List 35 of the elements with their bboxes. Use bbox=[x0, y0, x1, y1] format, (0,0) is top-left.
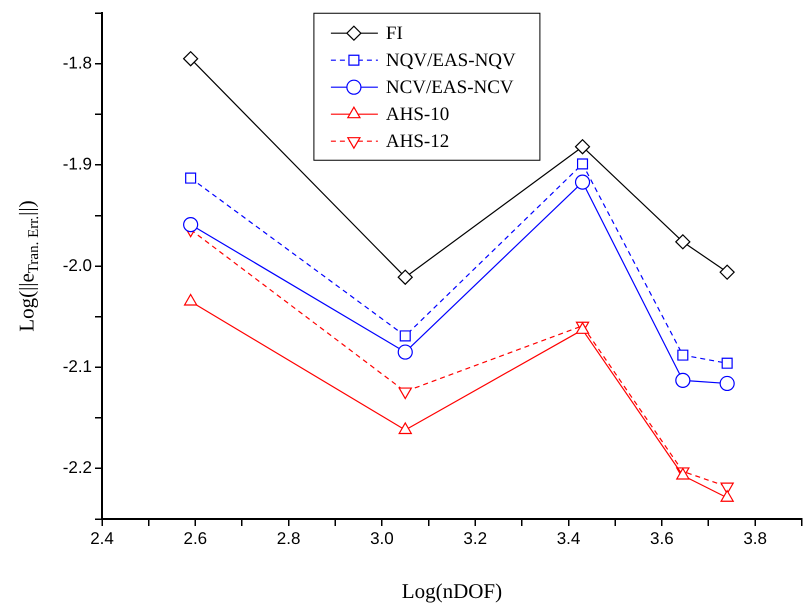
point bbox=[722, 358, 733, 369]
point bbox=[185, 172, 196, 184]
x-tick-label: 3.2 bbox=[463, 528, 488, 548]
legend-label: AHS-10 bbox=[386, 104, 450, 126]
y-axis-title: Log(||eTran. Err.||) bbox=[14, 200, 42, 332]
legend-label: FI bbox=[386, 23, 403, 44]
legend-label: AHS-12 bbox=[386, 131, 450, 152]
legend-label: NCV/EAS-NCV bbox=[386, 77, 514, 98]
y-tick-label: -2.1 bbox=[62, 356, 92, 376]
point bbox=[183, 217, 198, 232]
y-tick-label: -2.0 bbox=[62, 256, 92, 275]
point bbox=[576, 158, 588, 170]
x-tick-label: 3.8 bbox=[743, 528, 767, 548]
x-tick-label: 2.6 bbox=[183, 528, 208, 548]
point bbox=[675, 372, 690, 388]
point bbox=[720, 264, 735, 280]
x-tick-label: 3.0 bbox=[370, 528, 394, 548]
point bbox=[675, 234, 690, 250]
x-tick-label: 2.8 bbox=[276, 528, 300, 548]
y-tick-label: -2.2 bbox=[62, 458, 92, 478]
x-tick-label: 2.4 bbox=[90, 528, 114, 548]
point bbox=[677, 350, 688, 361]
legend-label: NQV/EAS-NQV bbox=[386, 50, 516, 72]
point bbox=[574, 139, 590, 154]
point bbox=[574, 174, 590, 190]
x-tick-label: 3.6 bbox=[650, 528, 674, 548]
point bbox=[398, 270, 413, 285]
x-axis-title: Log(nDOF) bbox=[402, 578, 502, 603]
y-tick-label: -1.9 bbox=[62, 154, 92, 174]
y-tick-label: -1.8 bbox=[62, 53, 92, 72]
point bbox=[183, 51, 198, 66]
point bbox=[400, 330, 411, 342]
point bbox=[398, 344, 413, 360]
x-tick-label: 3.4 bbox=[556, 528, 580, 548]
point bbox=[720, 376, 735, 392]
